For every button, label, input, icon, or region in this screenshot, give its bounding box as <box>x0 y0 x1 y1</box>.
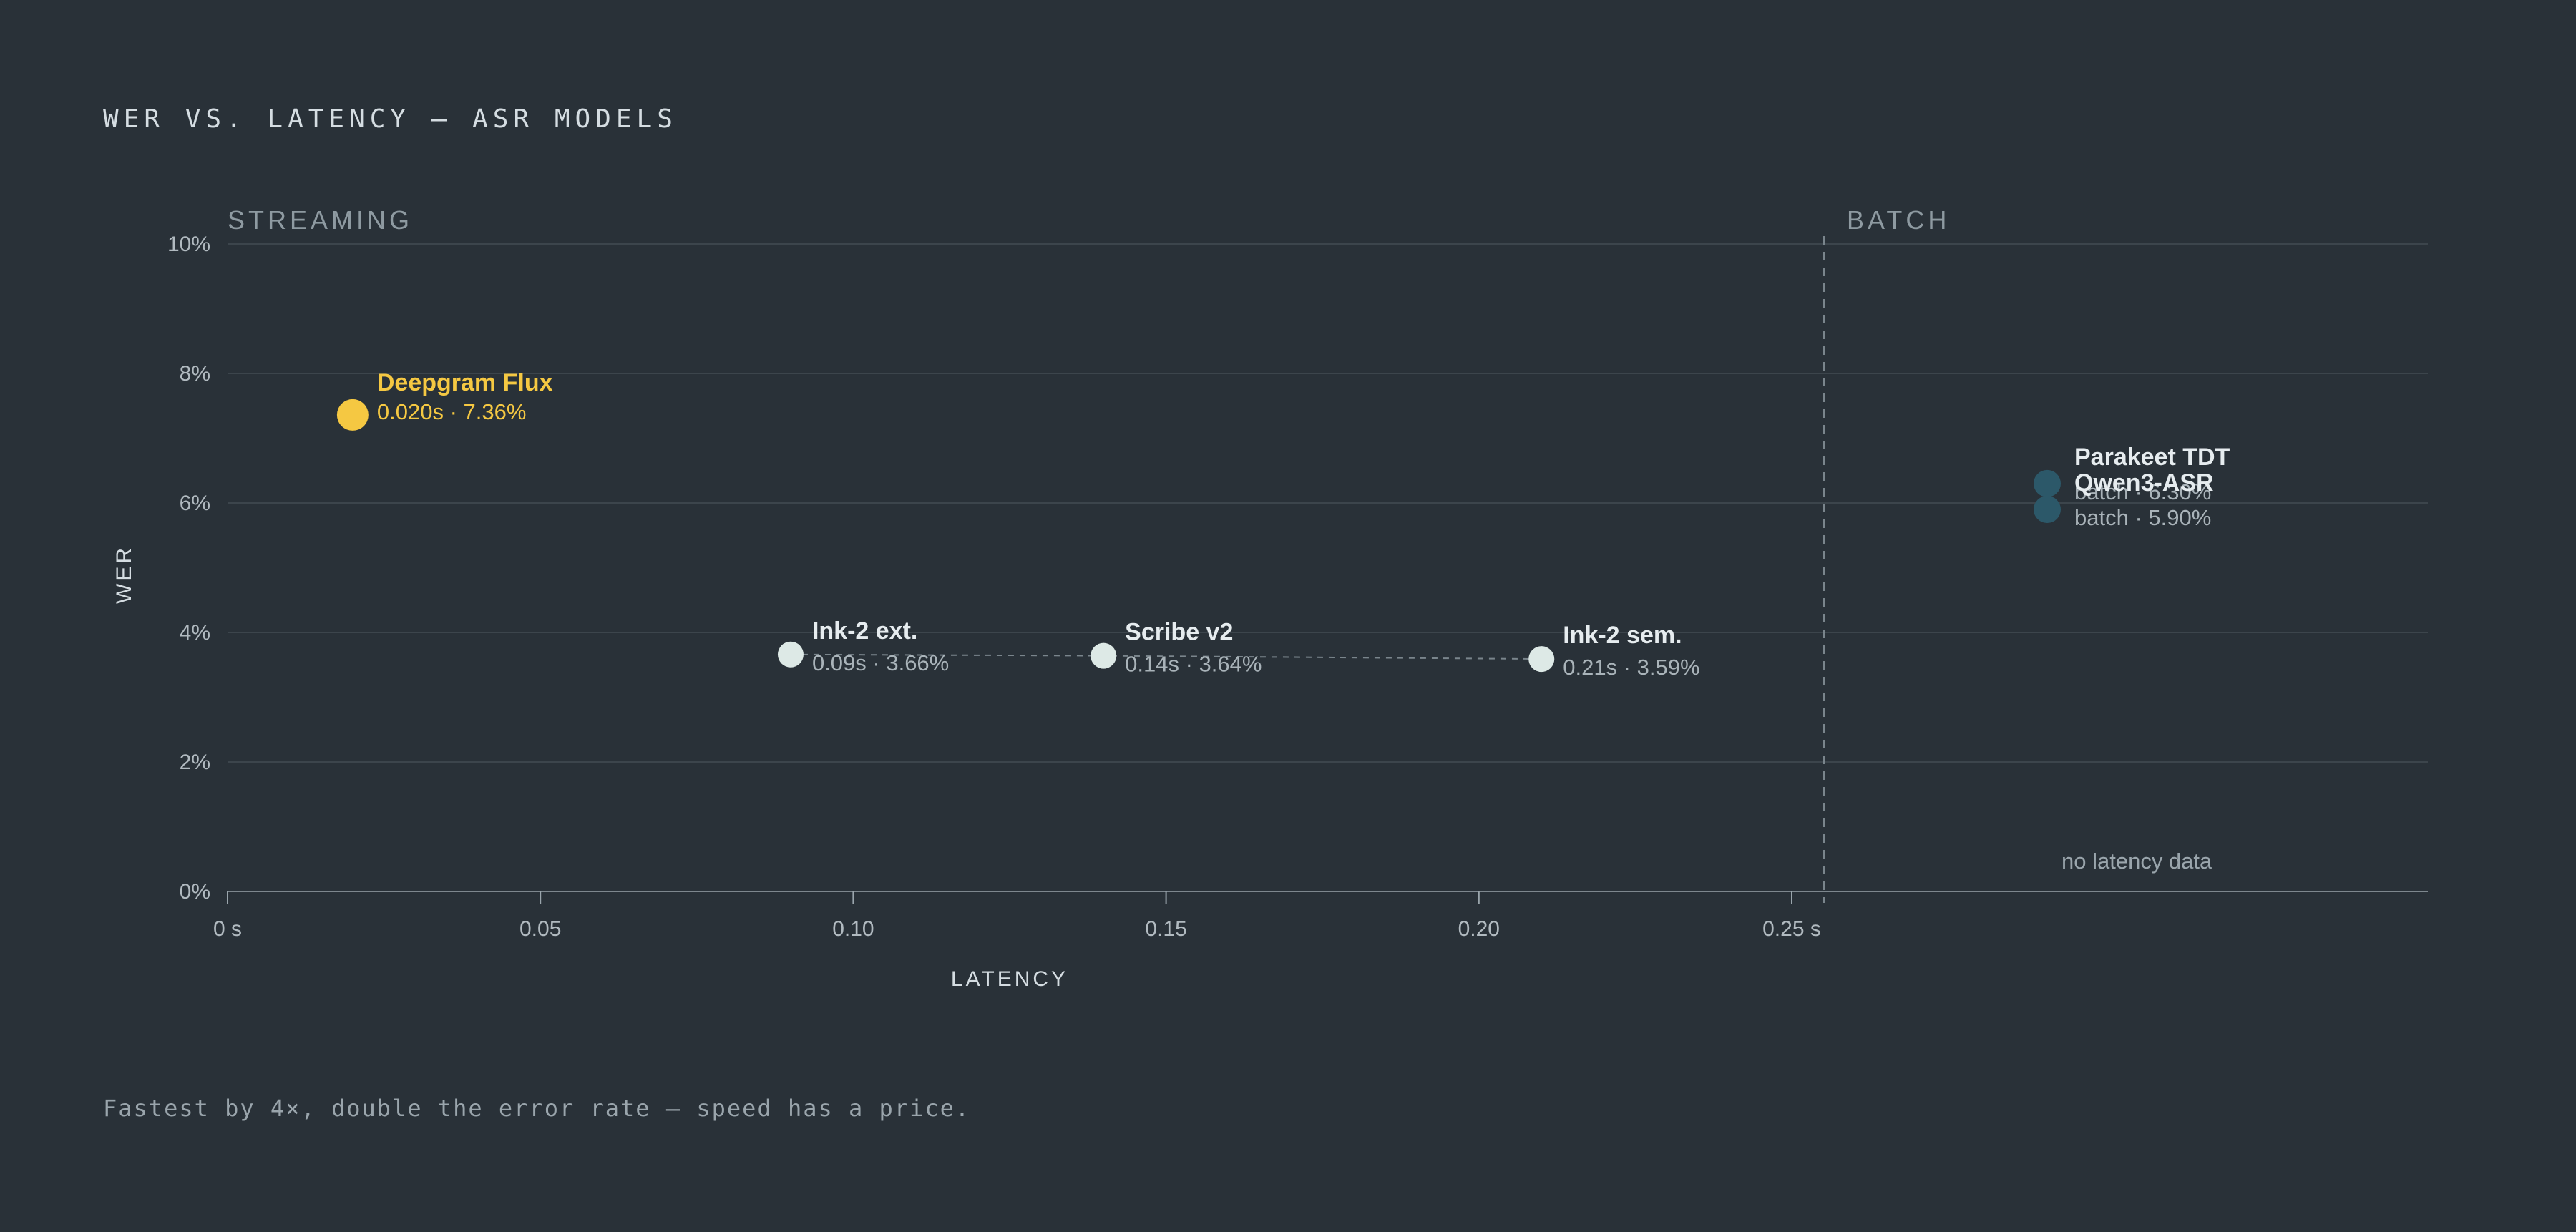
batch-data-point <box>2034 496 2061 524</box>
y-axis-title: WER <box>112 545 136 604</box>
y-tick-label: 8% <box>180 362 210 386</box>
x-tick-label: 0.25 s <box>1762 917 1821 941</box>
axes: 0% 2% 4% 6% 8% 10% 0 s 0.05 0.10 0.15 0.20 0.25 s LA… <box>112 233 2428 991</box>
x-tick-label: 0.20 <box>1458 917 1500 941</box>
chart-caption: Fastest by 4×, double the error rate — s… <box>103 1095 971 1122</box>
y-tick-label: 0% <box>180 880 210 904</box>
point-name-label: Deepgram Flux <box>377 369 553 396</box>
point-name-label: Ink-2 ext. <box>812 617 917 645</box>
batch-point-value-label: batch · 5.90% <box>2074 505 2211 530</box>
data-point <box>336 399 369 431</box>
batch-point-name-label: Qwen3-ASR <box>2074 469 2214 497</box>
x-axis-title: LATENCY <box>951 967 1068 991</box>
chart-title: WER VS. LATENCY — ASR MODELS <box>103 104 678 134</box>
y-tick-label: 2% <box>180 751 210 774</box>
batch-note: no latency data <box>2062 849 2212 874</box>
batch-data-point <box>2034 469 2061 497</box>
y-tick-label: 10% <box>167 233 210 256</box>
streaming-region-label: STREAMING <box>228 205 413 235</box>
point-name-label: Ink-2 sem. <box>1563 622 1682 649</box>
x-tick-label: 0.15 <box>1145 917 1186 941</box>
x-tick-label: 0.05 <box>519 917 561 941</box>
gridlines <box>228 243 2428 763</box>
point-value-label: 0.09s · 3.66% <box>812 650 949 675</box>
batch-point-name-label: Parakeet TDT <box>2074 444 2230 471</box>
data-point <box>777 641 804 668</box>
y-tick-label: 4% <box>180 621 210 645</box>
batch-point-value-label: batch · 6.30% <box>2074 479 2211 504</box>
regions: STREAMING BATCH no latency data <box>228 205 2212 903</box>
batch-region-label: BATCH <box>1847 205 1950 235</box>
point-value-label: 0.020s · 7.36% <box>377 399 527 424</box>
data-point <box>1091 642 1117 669</box>
x-tick-label: 0 s <box>213 917 242 941</box>
y-tick-label: 6% <box>180 492 210 515</box>
point-name-label: Scribe v2 <box>1125 619 1233 646</box>
data-point <box>1528 646 1555 673</box>
x-tick-label: 0.10 <box>832 917 874 941</box>
point-value-label: 0.21s · 3.59% <box>1563 655 1699 680</box>
point-value-label: 0.14s · 3.64% <box>1125 652 1262 677</box>
data-marks: Deepgram Flux 0.020s · 7.36% Ink-2 ext. 0.0… <box>336 369 2230 680</box>
